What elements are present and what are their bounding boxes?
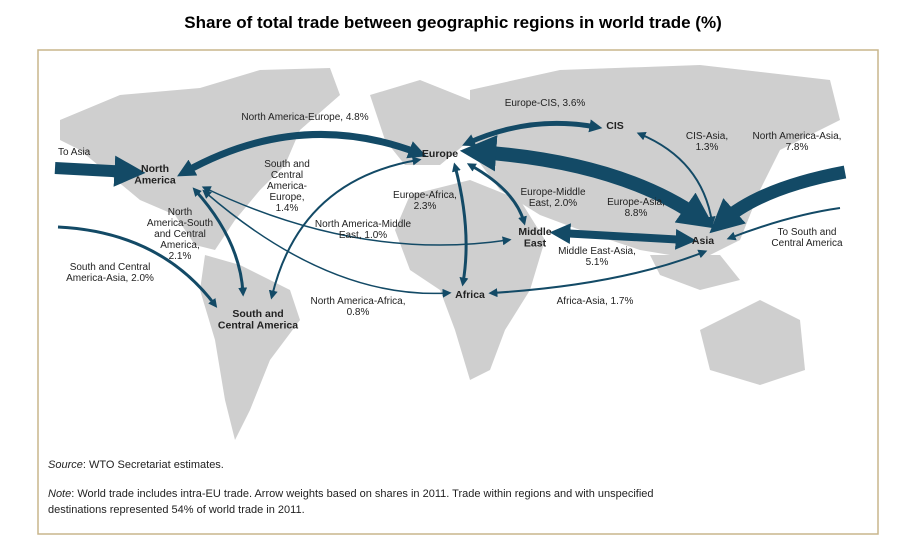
flow-label: Central: [271, 170, 303, 181]
region-label: Africa: [455, 289, 485, 301]
region-label: Europe: [422, 148, 458, 160]
flow-label: Africa-Asia, 1.7%: [557, 296, 634, 307]
flow-label: America-Asia, 2.0%: [66, 273, 154, 284]
flow-label: America-: [267, 181, 307, 192]
flow-label: 1.3%: [696, 142, 719, 153]
note: Note: World trade includes intra-EU trad…: [48, 488, 654, 500]
flow-label: To Asia: [58, 147, 91, 158]
flow-label: Central America: [771, 238, 843, 249]
flow-label: Europe-Middle: [520, 187, 585, 198]
title: Share of total trade between geographic …: [184, 13, 721, 32]
flow-label: 0.8%: [347, 307, 370, 318]
flow-label: 5.1%: [586, 257, 609, 268]
trade-arrows: [54, 119, 847, 308]
region-label: Middle: [518, 226, 551, 238]
flow-label: 7.8%: [786, 142, 809, 153]
region-label: East: [524, 238, 547, 250]
note-text: destinations represented 54% of world tr…: [48, 504, 305, 516]
region-label: Central America: [218, 320, 298, 332]
source-text: : WTO Secretariat estimates.: [83, 459, 224, 471]
flow-label: Europe,: [269, 192, 304, 203]
flow-label: North America-Asia,: [753, 131, 842, 142]
flow-label: Europe-Asia,: [607, 197, 665, 208]
flow-label: North: [168, 207, 192, 218]
flow-label: 2.1%: [169, 251, 192, 262]
region-label: South and: [232, 308, 283, 320]
flow-label: America,: [160, 240, 199, 251]
flow-label: North America-Middle: [315, 219, 412, 230]
note-text: : World trade includes intra-EU trade. A…: [71, 488, 653, 500]
flow-label: Europe-Africa,: [393, 190, 457, 201]
flow-label: CIS-Asia,: [686, 131, 728, 142]
flow-label: North America-Europe, 4.8%: [241, 112, 368, 123]
flow-label: Europe-CIS, 3.6%: [505, 98, 586, 109]
flow-label: South and: [264, 159, 310, 170]
region-label: Asia: [692, 235, 714, 247]
flow-label: 1.4%: [276, 203, 299, 214]
flow-label: North America-Africa,: [310, 296, 405, 307]
flow-label: East, 2.0%: [529, 198, 577, 209]
flow-label: 2.3%: [414, 201, 437, 212]
region-label: CIS: [606, 120, 624, 132]
flow-label: Middle East-Asia,: [558, 246, 636, 257]
flow-label: To South and: [778, 227, 837, 238]
flow-label: East, 1.0%: [339, 230, 387, 241]
region-label: North: [141, 163, 169, 175]
source-label: Source: [48, 459, 83, 471]
source: Source: WTO Secretariat estimates.: [48, 459, 224, 471]
flow-label: and Central: [154, 229, 206, 240]
flow-label: South and Central: [70, 262, 151, 273]
region-label: America: [134, 175, 176, 187]
note-label: Note: [48, 488, 71, 500]
flow-label: America-South: [147, 218, 213, 229]
flow-label: 8.8%: [625, 208, 648, 219]
